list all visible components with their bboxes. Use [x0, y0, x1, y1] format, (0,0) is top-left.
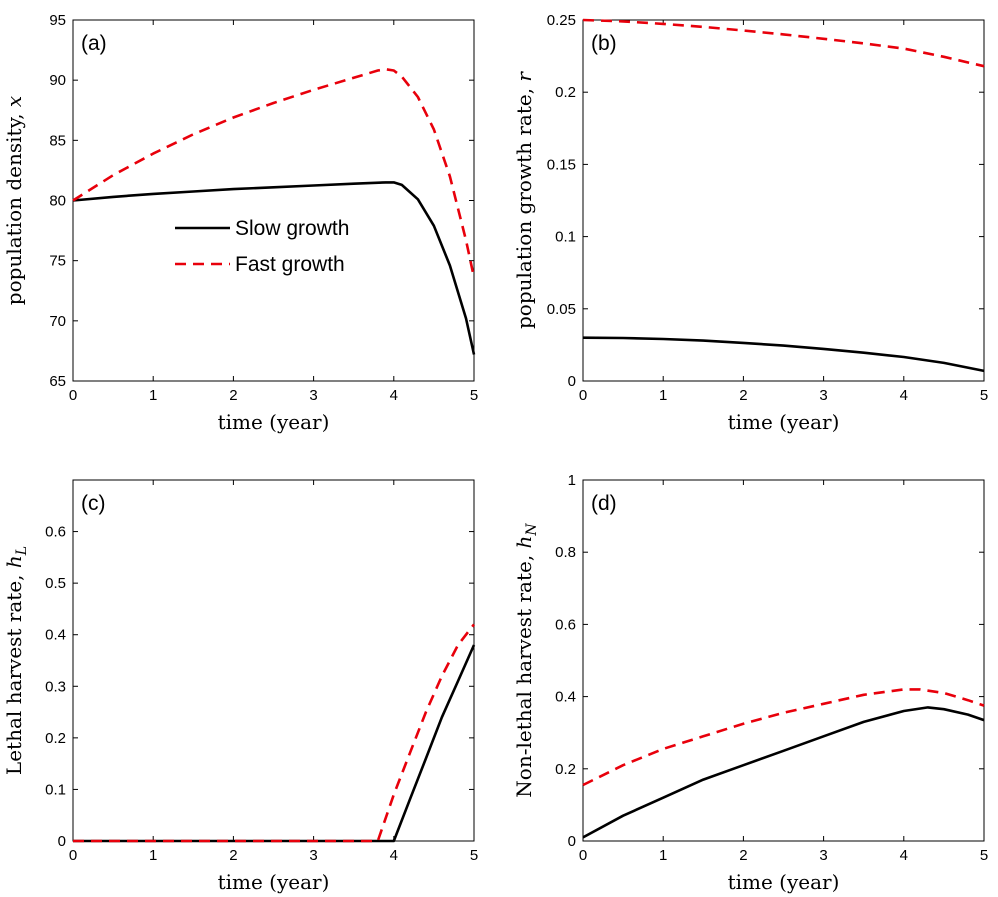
- x-tick-label: 1: [149, 387, 157, 404]
- y-tick-label: 1: [568, 472, 576, 489]
- x-tick-label: 2: [739, 847, 747, 864]
- panel-d: 0 1 2 3 4 5 0 0.2 0.4 0.6 0.8 1 (d) time (year) Non-le…: [512, 472, 988, 894]
- panel-label: (b): [591, 32, 617, 55]
- series-line-fast-growth: [72, 68, 476, 278]
- series-line-slow-growth: [72, 181, 476, 355]
- y-tick-label: 90: [49, 72, 66, 89]
- series-line-slow-growth: [582, 706, 985, 839]
- x-tick-label: 2: [229, 387, 237, 404]
- series-line-fast-growth: [582, 688, 985, 787]
- legend: Slow growth Fast growth: [175, 217, 349, 276]
- y-tick-label: 0.5: [45, 575, 66, 592]
- x-tick-label: 5: [470, 847, 478, 864]
- y-tick-label: 0.1: [555, 229, 576, 246]
- y-tick-label: 0.6: [555, 616, 576, 633]
- y-tick-label: 0.2: [555, 761, 576, 778]
- y-tick-label: 95: [49, 12, 66, 29]
- series-line-fast-growth: [73, 623, 476, 843]
- x-tick-label: 4: [390, 387, 398, 404]
- y-tick-label: 0.3: [45, 678, 66, 695]
- panel-label: (a): [81, 32, 107, 55]
- x-tick-label: 3: [819, 847, 827, 864]
- plot-area-frame: [72, 19, 475, 382]
- legend-label-fast-growth: Fast growth: [235, 253, 345, 276]
- x-tick-label: 3: [309, 847, 317, 864]
- x-tick-label: 4: [900, 387, 908, 404]
- y-axis-label: Lethal harvest rate, hL: [2, 546, 30, 775]
- plot-area-frame: [582, 19, 985, 382]
- plot-area-frame: [72, 479, 475, 842]
- x-tick-label: 2: [739, 387, 747, 404]
- y-tick-label: 80: [49, 193, 66, 210]
- y-tick-label: 0: [568, 833, 576, 850]
- x-tick-label: 1: [149, 847, 157, 864]
- x-tick-label: 4: [390, 847, 398, 864]
- y-axis-label: population growth rate, r: [512, 71, 536, 329]
- x-tick-label: 0: [579, 387, 587, 404]
- x-tick-label: 0: [579, 847, 587, 864]
- y-tick-label: 0.8: [555, 544, 576, 561]
- x-tick-label: 5: [980, 387, 988, 404]
- y-tick-label: 75: [49, 253, 66, 270]
- x-tick-label: 1: [659, 847, 667, 864]
- x-tick-label: 4: [900, 847, 908, 864]
- y-tick-label: 0: [58, 833, 66, 850]
- y-tick-label: 0.2: [555, 84, 576, 101]
- y-tick-label: 0.2: [45, 730, 66, 747]
- panel-a: 0 1 2 3 4 5 65 70 75 80 85 90 95 (a) time (year) popula…: [2, 12, 478, 434]
- x-tick-label: 0: [69, 847, 77, 864]
- x-tick-label: 5: [980, 847, 988, 864]
- y-tick-label: 0.25: [547, 12, 576, 29]
- plot-area-frame: [582, 479, 985, 842]
- x-tick-label: 1: [659, 387, 667, 404]
- series-line-fast-growth: [582, 18, 985, 68]
- panel-label: (c): [81, 492, 106, 515]
- x-axis-label: time (year): [728, 870, 840, 894]
- y-tick-label: 0.1: [45, 781, 66, 798]
- y-axis-label: Non-lethal harvest rate, hN: [512, 523, 540, 798]
- panel-label: (d): [591, 492, 617, 515]
- x-axis-label: time (year): [218, 410, 330, 434]
- x-tick-label: 3: [309, 387, 317, 404]
- x-tick-label: 2: [229, 847, 237, 864]
- panel-c: 0 1 2 3 4 5 0 0.1 0.2 0.3 0.4 0.5 0.6 (c) time (year) L…: [2, 479, 478, 894]
- x-tick-label: 0: [69, 387, 77, 404]
- panel-b: 0 1 2 3 4 5 0 0.05 0.1 0.15 0.2 0.25 (b) time (year) p…: [512, 12, 988, 434]
- x-tick-label: 3: [819, 387, 827, 404]
- x-axis-label: time (year): [218, 870, 330, 894]
- y-tick-label: 65: [49, 373, 66, 390]
- y-axis-label: population density, x: [2, 96, 26, 305]
- x-tick-label: 5: [470, 387, 478, 404]
- y-tick-label: 70: [49, 313, 66, 330]
- y-tick-label: 0.15: [547, 156, 576, 173]
- y-tick-label: 0.4: [555, 689, 576, 706]
- y-tick-label: 0: [568, 373, 576, 390]
- y-tick-label: 85: [49, 132, 66, 149]
- x-axis-label: time (year): [728, 410, 840, 434]
- y-tick-label: 0.6: [45, 524, 66, 541]
- y-tick-label: 0.05: [547, 301, 576, 318]
- legend-label-slow-growth: Slow growth: [235, 217, 349, 240]
- y-tick-label: 0.4: [45, 627, 66, 644]
- series-line-slow-growth: [582, 336, 985, 373]
